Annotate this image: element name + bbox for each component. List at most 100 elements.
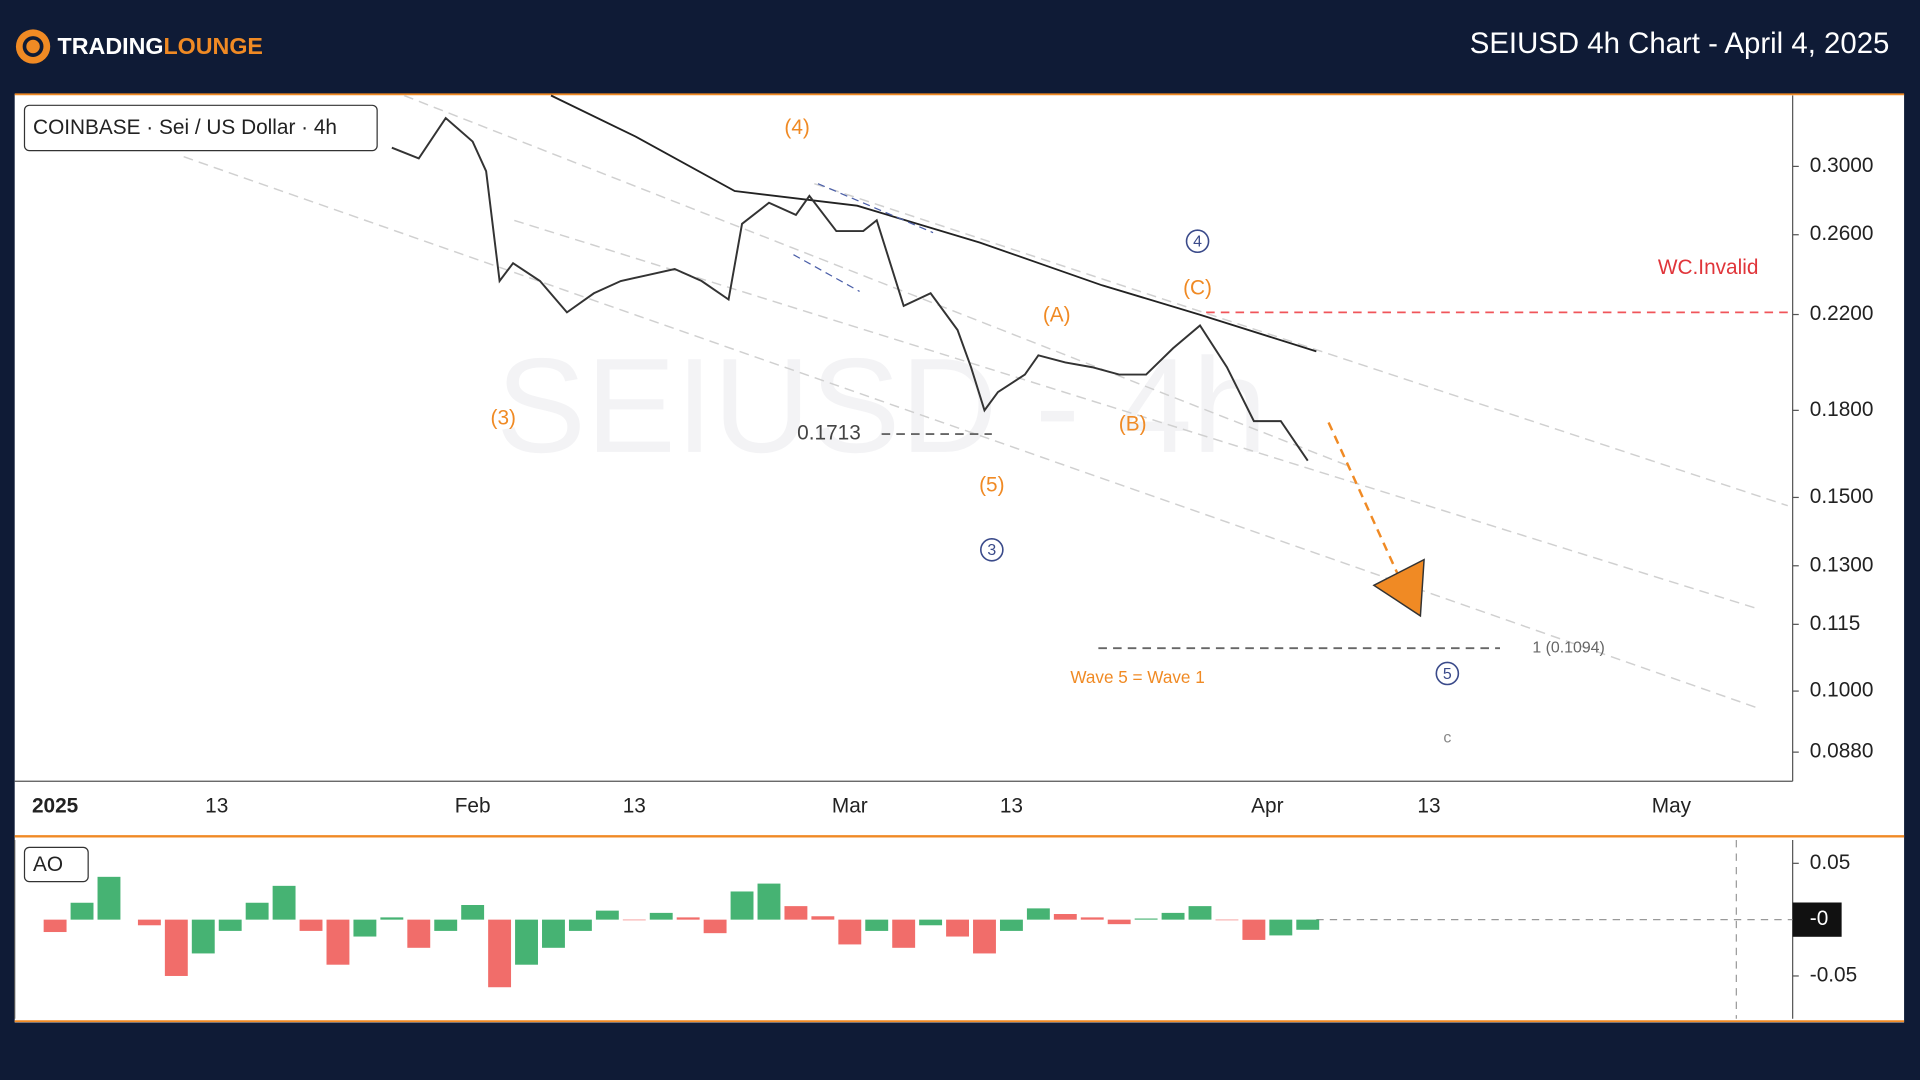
x-tick-label: Mar (832, 794, 868, 817)
y-tick-label: -0 (1810, 907, 1829, 930)
logo-secondary: LOUNGE (163, 33, 262, 59)
wave-line (817, 183, 934, 234)
ao-bar (272, 885, 296, 920)
ao-bar (353, 919, 377, 937)
x-tick-label: 13 (1000, 794, 1023, 817)
y-tick-label: 0.05 (1810, 851, 1850, 874)
channel-line (814, 182, 1788, 507)
wave-circle (980, 537, 1004, 562)
ao-bar (1215, 919, 1239, 921)
wave-label: (5) (979, 474, 1004, 497)
wave-circle (1435, 661, 1460, 686)
ao-bar (1134, 918, 1158, 920)
forecast-line (1327, 421, 1400, 577)
level-label: WC.Invalid (1658, 256, 1759, 279)
symbol-box (23, 104, 378, 152)
ao-bar (568, 919, 592, 931)
wave-label: 5 (1443, 666, 1452, 683)
moving-average (550, 94, 1317, 353)
target-arrow (1372, 558, 1425, 618)
ao-bar (784, 906, 808, 920)
ao-bar (973, 919, 996, 954)
y-tick-label: 0.0880 (1810, 740, 1874, 763)
ao-bar (70, 902, 94, 920)
ao-bar (1269, 919, 1293, 936)
ao-bar (542, 919, 565, 948)
ao-bar (892, 919, 916, 948)
symbol-label: COINBASE · Sei / US Dollar · 4h (33, 116, 337, 139)
y-tick-label: 0.3000 (1810, 154, 1874, 177)
wave-lines (793, 183, 934, 292)
y-tick-label: 0.1000 (1810, 679, 1874, 702)
x-tick-label: 13 (623, 794, 646, 817)
ao-bar (488, 919, 512, 988)
wave-label: (4) (784, 116, 809, 139)
ao-bar (461, 904, 485, 920)
wave-label: 3 (987, 542, 996, 559)
ao-bar (865, 919, 889, 931)
x-tick-label: 13 (205, 794, 228, 817)
channel-lines (183, 94, 1788, 709)
x-tick-label: Apr (1251, 794, 1283, 817)
ao-bar (703, 919, 727, 934)
ao-bar (676, 917, 700, 920)
ao-bar (811, 916, 835, 920)
wave-label: (3) (491, 406, 516, 429)
ao-bar (730, 891, 754, 920)
wave-label: 4 (1193, 234, 1202, 251)
ao-bar (1080, 917, 1104, 920)
chart-panel (14, 94, 1905, 1023)
y-tick-label: 0.2200 (1810, 302, 1874, 325)
header-title: SEIUSD 4h Chart - April 4, 2025 (1470, 27, 1890, 60)
x-tick-label: May (1652, 794, 1692, 817)
wave-label: (C) (1183, 276, 1212, 299)
ao-bar (1107, 919, 1131, 925)
indicator-box (23, 846, 89, 883)
wave-label: c (1443, 730, 1451, 747)
y-tick-label: 0.1500 (1810, 485, 1874, 508)
wave-circle (1185, 229, 1210, 254)
ao-bar (137, 919, 161, 926)
ao-bar (595, 910, 619, 920)
y-tick-label: 0.115 (1810, 612, 1861, 635)
y-tick-label: 0.1300 (1810, 553, 1874, 576)
ao-bar (1161, 912, 1185, 920)
ao-bar (218, 919, 242, 931)
channel-line (514, 219, 1758, 610)
ao-bar (919, 919, 943, 926)
ao-bar (1026, 908, 1050, 920)
ao-bar (434, 919, 458, 931)
ao-bar (245, 902, 269, 920)
ao-bar (407, 919, 431, 948)
wave-label: (B) (1119, 412, 1147, 435)
logo-primary: TRADING (58, 33, 164, 59)
ao-bar (43, 919, 67, 933)
ao-bar (838, 919, 862, 945)
level-label: 0.1713 (797, 422, 861, 445)
y-tick-label: -0.05 (1810, 963, 1857, 986)
ao-bar (1188, 906, 1212, 920)
ao-bar (946, 919, 970, 937)
logo-ring (22, 36, 44, 57)
ao-bar (326, 919, 350, 965)
ao-bar (380, 917, 404, 920)
ao-bar (97, 876, 121, 920)
ao-bar (1242, 919, 1266, 940)
x-tick-label: 2025 (32, 794, 78, 817)
y-tick-label: 0.1800 (1810, 398, 1874, 421)
ao-bar (1053, 914, 1077, 920)
ao-bar (649, 912, 673, 920)
price-line (391, 116, 1309, 462)
x-tick-label: 13 (1417, 794, 1440, 817)
wave-label: (A) (1043, 303, 1071, 326)
ao-bar (757, 883, 781, 920)
ao-bar (164, 919, 188, 976)
channel-line (183, 156, 1758, 709)
ao-bar (191, 919, 215, 954)
ao-bar (999, 919, 1023, 931)
wave-line (793, 254, 860, 292)
logo: TRADINGLOUNGE (15, 29, 263, 64)
ao-bar (299, 919, 323, 931)
ao-bar (1296, 919, 1320, 930)
